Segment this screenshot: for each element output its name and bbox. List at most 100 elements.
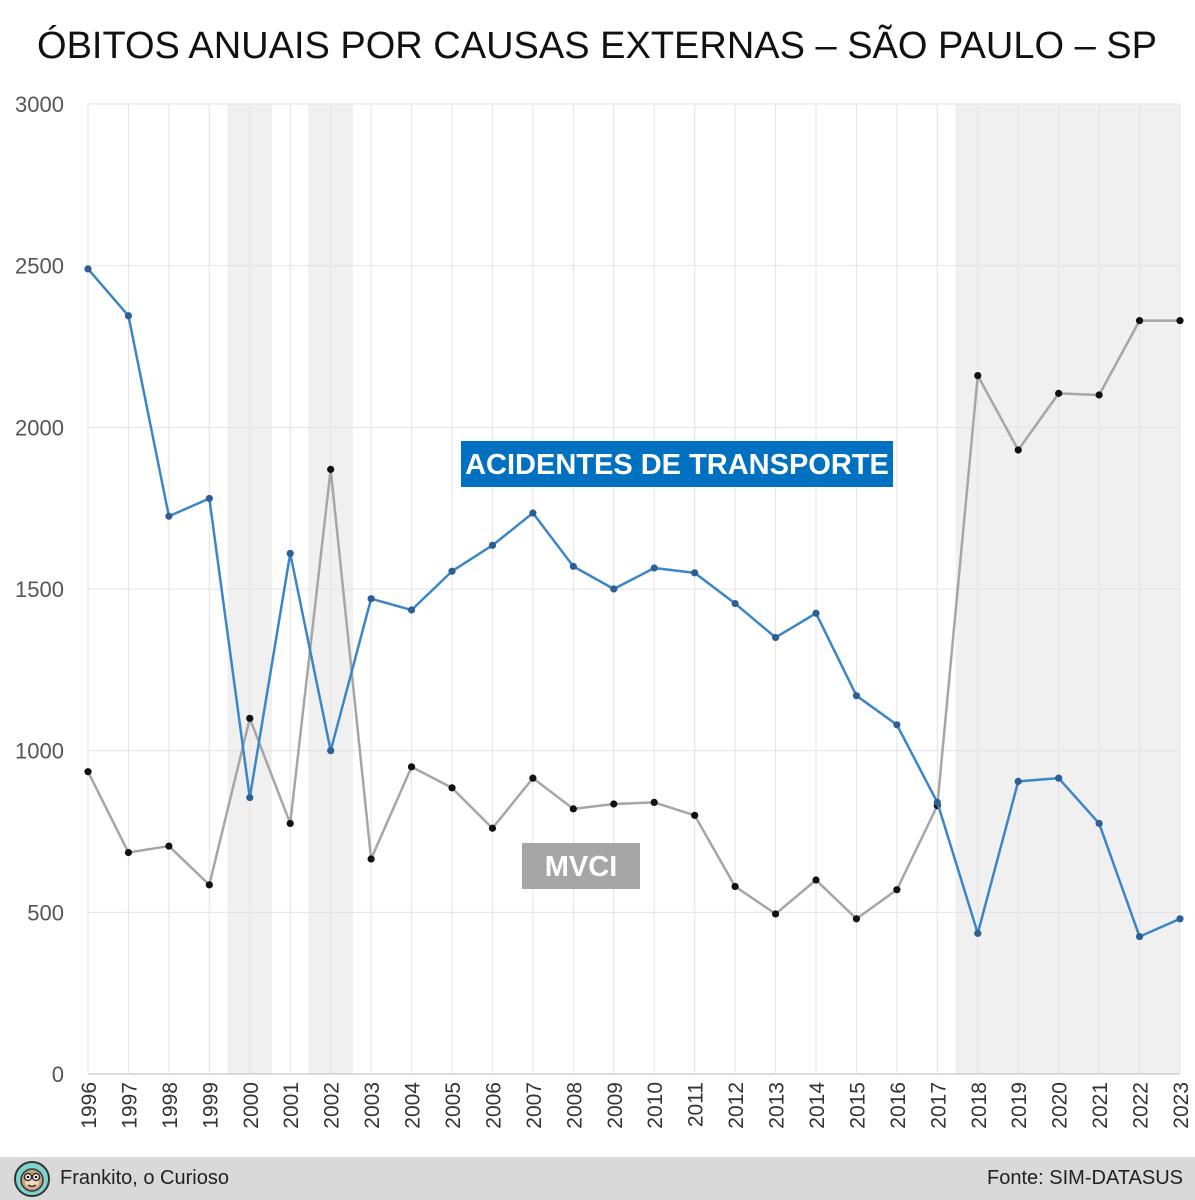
- x-tick-label: 2023: [1170, 1082, 1193, 1129]
- data-point-mvci: [1095, 391, 1103, 399]
- data-point-mvci: [1055, 389, 1063, 397]
- data-point-acidentes-de-transporte: [407, 606, 416, 614]
- data-point-acidentes-de-transporte: [610, 585, 618, 593]
- data-point-mvci: [650, 798, 658, 807]
- data-point-mvci: [893, 886, 901, 894]
- data-point-mvci: [407, 763, 416, 771]
- data-point-mvci: [771, 910, 780, 918]
- footer-source: Fonte: SIM-DATASUS: [987, 1167, 1183, 1189]
- data-point-acidentes-de-transporte: [852, 692, 861, 700]
- y-tick-label: 1500: [15, 577, 64, 602]
- x-tick-label: 2018: [968, 1082, 991, 1129]
- x-tick-label: 2003: [361, 1082, 384, 1129]
- data-point-acidentes-de-transporte: [1055, 774, 1063, 782]
- series: [84, 265, 1184, 941]
- footer: Frankito, o Curioso Fonte: SIM-DATASUS: [0, 1157, 1195, 1200]
- x-tick-label: 2019: [1008, 1082, 1031, 1129]
- data-point-acidentes-de-transporte: [1095, 819, 1103, 828]
- series-labels: ACIDENTES DE TRANSPORTE MVCI: [461, 441, 893, 889]
- data-point-acidentes-de-transporte: [1014, 777, 1022, 785]
- data-point-acidentes-de-transporte: [1176, 915, 1184, 923]
- y-tick-label: 500: [27, 900, 64, 925]
- data-point-acidentes-de-transporte: [974, 929, 982, 937]
- y-tick-label: 2000: [15, 415, 64, 440]
- chart-title: ÓBITOS ANUAIS POR CAUSAS EXTERNAS – SÃO …: [37, 24, 1157, 67]
- footer-author: Frankito, o Curioso: [60, 1167, 229, 1189]
- data-point-mvci: [569, 805, 577, 813]
- x-tick-label: 2011: [685, 1082, 708, 1127]
- series-label-box-acidentes-de-transporte: [461, 441, 893, 487]
- data-point-mvci: [205, 881, 213, 889]
- series-line-mvci: [86, 319, 1180, 921]
- data-point-acidentes-de-transporte: [205, 494, 213, 503]
- series-label-mvci: MVCI: [545, 851, 618, 883]
- x-tick-label: 2022: [1130, 1082, 1153, 1129]
- x-tick-label: 2017: [927, 1082, 950, 1129]
- x-tick-label: 1996: [78, 1082, 101, 1129]
- grid: [87, 103, 1181, 1075]
- x-tick-label: 2010: [644, 1082, 667, 1129]
- x-tick-label: 1998: [159, 1082, 182, 1129]
- data-point-mvci: [124, 848, 133, 857]
- x-tick-label: 2009: [604, 1082, 627, 1129]
- data-point-acidentes-de-transporte: [529, 509, 537, 517]
- series-label-acidentes-de-transporte: ACIDENTES DE TRANSPORTE: [465, 449, 889, 481]
- data-point-mvci: [367, 855, 375, 863]
- x-tick-label: 2021: [1089, 1082, 1112, 1129]
- x-tick-label: 2001: [280, 1082, 303, 1129]
- data-point-mvci: [731, 882, 739, 891]
- series-line-acidentes-de-transporte: [87, 268, 1181, 938]
- data-point-mvci: [84, 768, 92, 776]
- data-point-mvci: [1135, 317, 1144, 325]
- x-tick-label: 2015: [846, 1082, 869, 1129]
- data-point-acidentes-de-transporte: [488, 541, 497, 549]
- data-point-acidentes-de-transporte: [650, 564, 658, 572]
- data-point-mvci: [691, 811, 699, 819]
- data-point-acidentes-de-transporte: [893, 721, 901, 729]
- x-tick-label: 2007: [523, 1082, 546, 1129]
- x-tick-label: 2000: [240, 1082, 263, 1129]
- x-axis: 1996 1997 1998 1999 2000 2001 2002 2003 2004 2005…: [78, 1082, 1193, 1129]
- data-point-acidentes-de-transporte: [448, 567, 456, 575]
- x-tick-label: 2014: [806, 1082, 829, 1129]
- data-point-mvci: [529, 774, 537, 782]
- data-point-acidentes-de-transporte: [84, 265, 92, 273]
- y-axis: 0 500 1000 1500 2000 2500 3000: [15, 92, 64, 1087]
- data-point-acidentes-de-transporte: [286, 549, 294, 558]
- data-point-mvci: [974, 372, 982, 380]
- x-tick-label: 2012: [725, 1082, 748, 1129]
- data-point-acidentes-de-transporte: [569, 562, 577, 570]
- chart: ÓBITOS ANUAIS POR CAUSAS EXTERNAS – SÃO …: [15, 24, 1193, 1129]
- data-point-acidentes-de-transporte: [812, 609, 820, 617]
- data-point-acidentes-de-transporte: [691, 569, 699, 577]
- x-tick-label: 1997: [118, 1082, 141, 1129]
- data-point-acidentes-de-transporte: [771, 633, 780, 642]
- footer-author-block: Frankito, o Curioso: [14, 1160, 229, 1197]
- x-tick-label: 2006: [482, 1082, 505, 1129]
- x-tick-label: 2002: [321, 1082, 344, 1129]
- x-tick-label: 2005: [442, 1082, 465, 1129]
- data-point-acidentes-de-transporte: [731, 599, 739, 608]
- data-point-mvci: [327, 465, 335, 473]
- data-point-acidentes-de-transporte: [367, 595, 375, 603]
- y-tick-label: 0: [52, 1062, 64, 1087]
- data-point-mvci: [165, 842, 173, 850]
- data-point-mvci: [448, 784, 456, 792]
- series-label-box-mvci: [522, 843, 640, 889]
- data-point-acidentes-de-transporte: [327, 747, 335, 755]
- data-point-mvci: [812, 876, 820, 884]
- x-tick-label: 2020: [1049, 1082, 1072, 1129]
- data-point-acidentes-de-transporte: [246, 793, 254, 802]
- data-point-acidentes-de-transporte: [165, 512, 173, 520]
- data-point-mvci: [488, 824, 497, 832]
- monkey-face-icon: [14, 1160, 50, 1197]
- data-point-acidentes-de-transporte: [1135, 932, 1144, 941]
- data-point-mvci: [852, 915, 861, 923]
- x-tick-label: 2004: [402, 1082, 425, 1129]
- x-tick-label: 1999: [199, 1082, 222, 1129]
- y-tick-label: 1000: [15, 739, 64, 764]
- y-tick-label: 3000: [15, 92, 64, 117]
- x-tick-label: 2016: [887, 1082, 910, 1129]
- data-point-mvci: [246, 714, 254, 722]
- data-point-mvci: [1176, 317, 1184, 325]
